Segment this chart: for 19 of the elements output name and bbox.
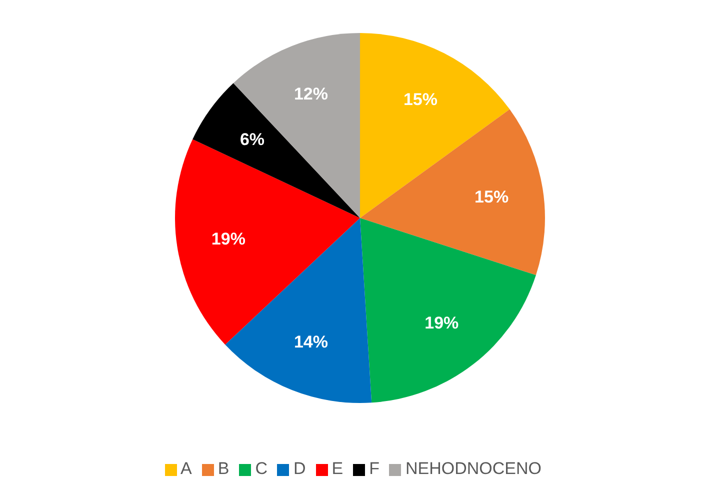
data-label: 19% (424, 314, 459, 333)
data-label: 19% (211, 229, 246, 248)
legend-label: C (255, 459, 268, 478)
pie-slice (192, 83, 360, 218)
pie-slice (360, 218, 536, 403)
legend-label: B (218, 459, 230, 478)
legend-label: F (369, 459, 380, 478)
pie-slice (360, 33, 510, 218)
data-label: 15% (403, 90, 438, 109)
pie-slice (233, 33, 360, 218)
legend-label: D (293, 459, 306, 478)
legend-label: NEHODNOCENO (405, 459, 542, 478)
legend-label: E (332, 459, 344, 478)
pie-slice (360, 109, 545, 276)
data-label: 15% (474, 188, 509, 207)
data-label: 12% (294, 84, 328, 104)
data-label: 6% (240, 130, 265, 150)
legend-label: A (180, 459, 192, 478)
data-label: 14% (294, 332, 328, 352)
